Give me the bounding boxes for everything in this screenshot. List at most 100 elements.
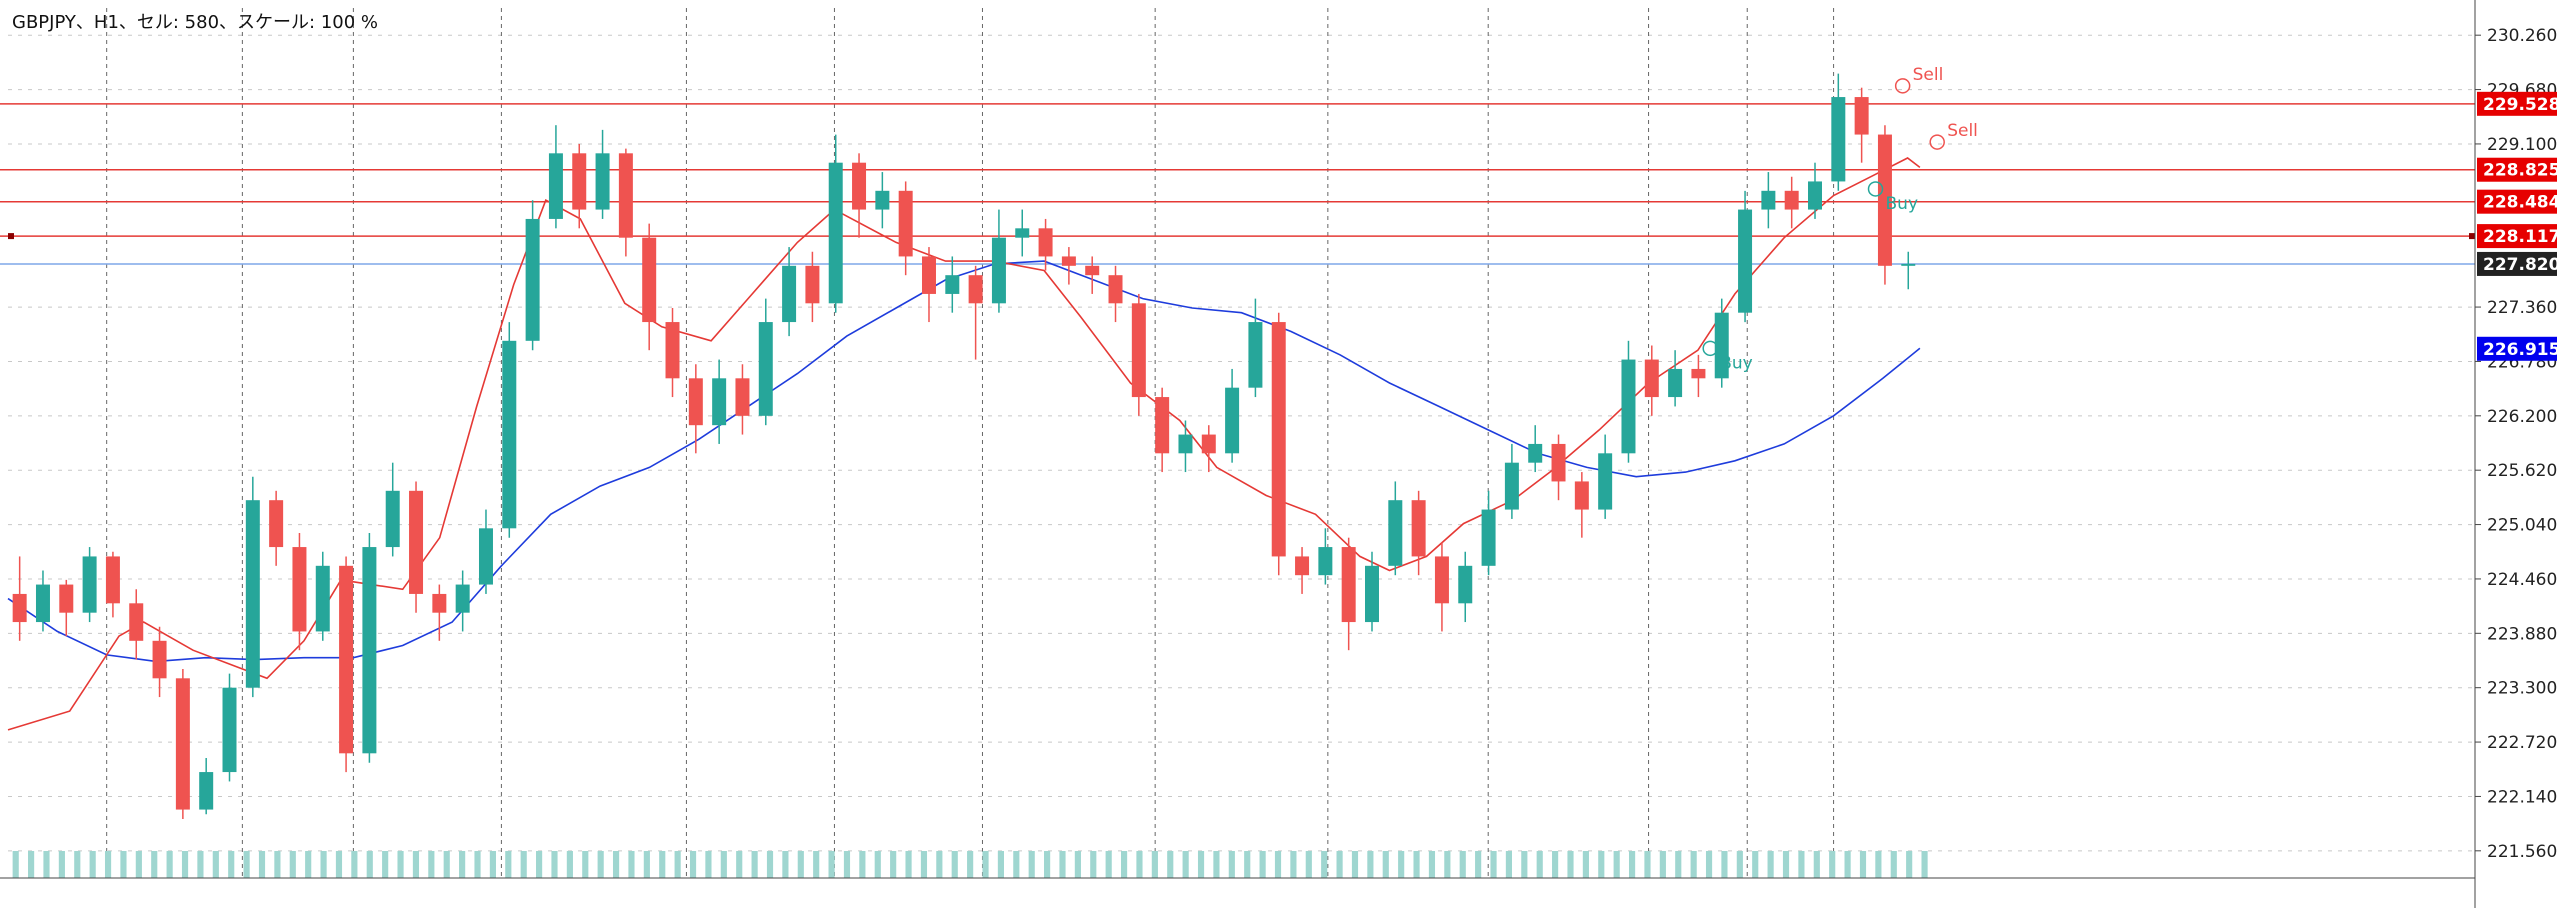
candle-body xyxy=(1621,359,1636,454)
candle xyxy=(525,200,540,351)
candle-body xyxy=(1808,181,1822,210)
candle xyxy=(1271,312,1286,576)
candle-body xyxy=(1085,265,1100,276)
candle-body xyxy=(409,490,424,594)
volume-bar xyxy=(274,851,281,878)
candle xyxy=(1808,162,1822,219)
candle-body xyxy=(455,584,470,613)
candle-body xyxy=(782,265,797,323)
candle-body xyxy=(1668,368,1683,398)
candle xyxy=(1574,472,1589,538)
candle xyxy=(362,533,377,763)
volume-bar xyxy=(1490,851,1497,878)
price-label: 229.528 xyxy=(2483,95,2560,115)
candle-body xyxy=(1434,556,1449,604)
volume-bar xyxy=(1398,851,1405,878)
volume-layer xyxy=(12,851,1928,878)
volume-bar xyxy=(1552,851,1559,878)
volume-bar xyxy=(58,851,65,878)
price-tick-label: 222.720 xyxy=(2487,733,2557,753)
chart-title: GBPJPY、H1、セル: 580、スケール: 100 % xyxy=(12,12,378,33)
candle xyxy=(1644,345,1659,416)
volume-bar xyxy=(1228,851,1235,878)
volume-bar xyxy=(1798,851,1805,878)
candle-body xyxy=(432,593,447,613)
candle xyxy=(1598,434,1613,519)
candle xyxy=(409,481,424,613)
volume-bar xyxy=(736,851,743,878)
price-label: 228.484 xyxy=(2483,193,2560,213)
candle xyxy=(1295,547,1310,594)
volume-bar xyxy=(659,851,666,878)
candle xyxy=(432,584,447,641)
candle-body xyxy=(129,603,144,641)
candle-body xyxy=(595,153,610,210)
volume-bar xyxy=(1890,851,1897,878)
candle-body xyxy=(898,190,913,257)
candle xyxy=(1411,490,1426,576)
volume-bar xyxy=(1628,851,1636,878)
candle xyxy=(1388,481,1403,576)
candle xyxy=(1761,172,1776,229)
candle xyxy=(1877,125,1892,285)
volume-bar xyxy=(28,851,35,878)
volume-bar xyxy=(1459,851,1466,878)
candle xyxy=(59,579,74,637)
price-tick-label: 224.460 xyxy=(2487,570,2557,590)
volume-bar xyxy=(951,851,958,878)
candle-body xyxy=(1225,387,1240,454)
volume-bar xyxy=(351,851,358,878)
volume-bar xyxy=(1721,851,1728,878)
candle xyxy=(455,570,470,632)
candle-body xyxy=(1295,556,1310,576)
price-label: 227.820 xyxy=(2483,255,2560,275)
candle xyxy=(12,556,27,641)
volume-bar xyxy=(1675,851,1682,878)
candle-body xyxy=(1388,500,1403,566)
candle xyxy=(152,626,167,698)
candle xyxy=(1131,293,1146,416)
candle-body xyxy=(35,584,50,623)
price-tick-label: 222.140 xyxy=(2487,787,2557,807)
volume-bar xyxy=(120,851,127,878)
volume-bar xyxy=(905,851,912,878)
price-label-box xyxy=(2477,224,2557,249)
volume-bar xyxy=(628,851,635,878)
candle-body xyxy=(82,556,97,613)
volume-bar xyxy=(612,851,620,878)
candle xyxy=(1015,209,1030,257)
candle xyxy=(548,125,563,229)
price-label-box xyxy=(2477,251,2557,276)
candle-body xyxy=(1481,509,1496,566)
candle xyxy=(1621,340,1636,463)
candle-body xyxy=(199,772,214,810)
candle xyxy=(1178,420,1193,473)
volume-bar xyxy=(551,851,558,878)
candle-body xyxy=(1691,368,1706,379)
candle-body xyxy=(1318,547,1333,576)
candle-body xyxy=(175,678,190,810)
price-tick-label: 227.360 xyxy=(2487,298,2557,318)
volume-bar xyxy=(566,851,573,878)
volume-bar xyxy=(1321,851,1328,878)
candles-layer xyxy=(12,73,1916,819)
candle xyxy=(618,148,633,257)
candle-body xyxy=(1365,565,1379,623)
volume-bar xyxy=(474,851,481,878)
volume-bar xyxy=(1444,851,1451,878)
candle-body xyxy=(805,265,820,304)
candle xyxy=(199,758,214,815)
price-label-box xyxy=(2477,189,2557,214)
candle xyxy=(712,359,727,444)
candle-body xyxy=(525,218,540,341)
candle xyxy=(1341,537,1356,651)
candle-body xyxy=(1854,97,1869,135)
price-tick-label: 221.560 xyxy=(2487,842,2557,862)
candle xyxy=(222,673,237,782)
candle-body xyxy=(1714,312,1729,379)
candle-body xyxy=(478,528,493,585)
volume-bar xyxy=(1197,851,1205,878)
volume-bar xyxy=(320,851,327,878)
volume-bar xyxy=(751,851,758,878)
volume-bar xyxy=(643,851,650,878)
